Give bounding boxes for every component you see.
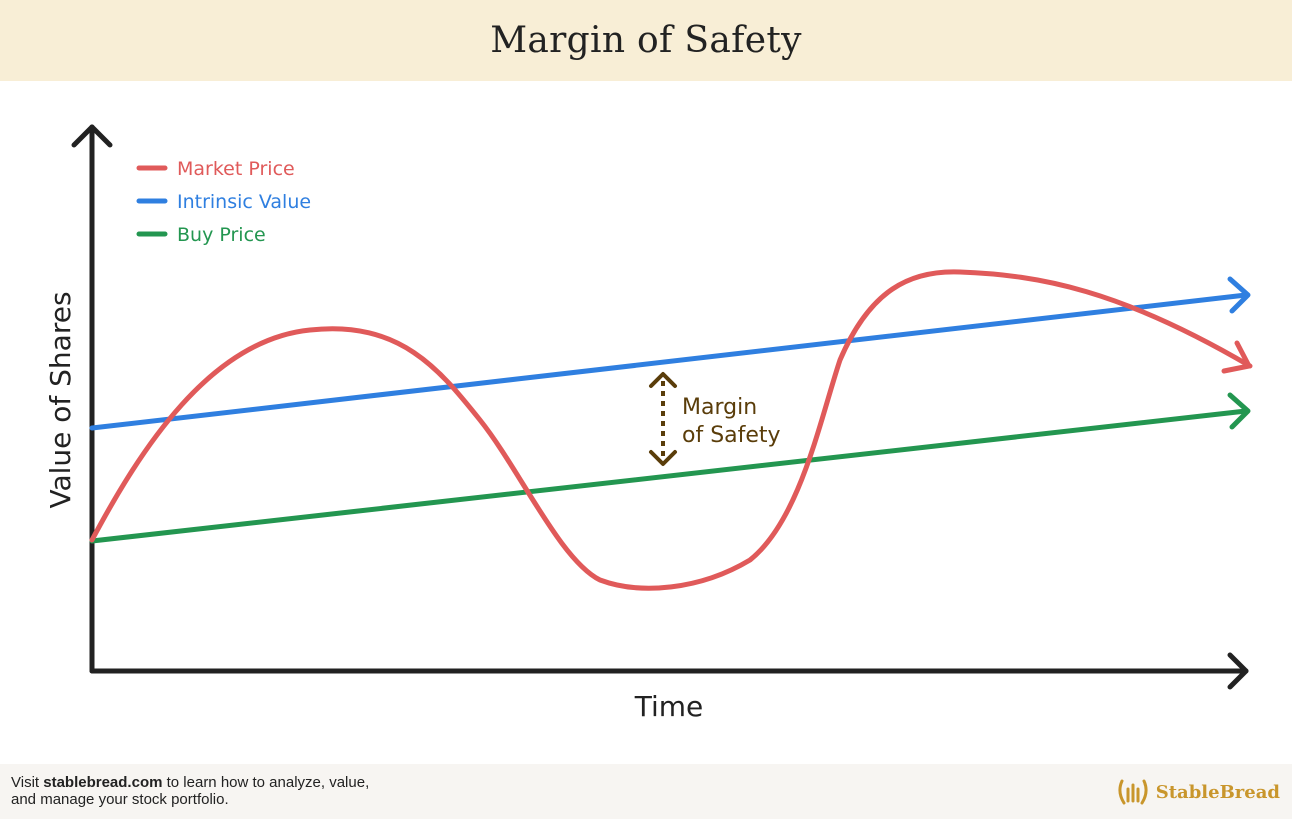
legend-label-market-price: Market Price xyxy=(177,158,295,180)
y-axis-label: Value of Shares xyxy=(44,291,77,508)
series-line-intrinsic-value xyxy=(89,292,1249,431)
footer-suffix: to learn how to analyze, value, xyxy=(162,774,370,791)
margin-arrow-top-head xyxy=(649,372,677,388)
legend-label-buy-price: Buy Price xyxy=(177,224,266,246)
series-line-market-price xyxy=(89,269,1253,591)
series-arrowhead-market-price xyxy=(1221,340,1252,374)
margin-of-safety-chart: Market Price Intrinsic Value Buy Price Mar… xyxy=(44,124,1253,723)
y-axis-arrowhead xyxy=(71,124,113,148)
series-arrowhead-intrinsic-value xyxy=(1227,276,1251,314)
x-axis-label: Time xyxy=(634,690,704,723)
margin-label-line2: of Safety xyxy=(682,423,781,448)
title-banner: Margin of Safety xyxy=(0,0,1292,81)
margin-label-line1: Margin xyxy=(682,395,757,420)
wheat-icon xyxy=(1118,779,1148,805)
margin-arrow-bottom-head xyxy=(649,450,677,466)
series-line-buy-price xyxy=(89,408,1249,544)
page-title: Margin of Safety xyxy=(490,20,802,61)
margin-of-safety-annotation: Margin of Safety xyxy=(649,372,781,466)
brand-name: StableBread xyxy=(1155,781,1280,803)
footer-line2: and manage your stock portfolio. xyxy=(11,791,229,808)
footer: Visit stablebread.com to learn how to an… xyxy=(0,764,1292,819)
x-axis-arrowhead xyxy=(1227,652,1249,690)
legend-label-intrinsic-value: Intrinsic Value xyxy=(177,191,311,213)
footer-prefix: Visit xyxy=(11,774,44,791)
series-arrowhead-buy-price xyxy=(1227,392,1251,430)
footer-link[interactable]: stablebread.com xyxy=(43,774,163,791)
brand-logo: StableBread xyxy=(1116,777,1280,807)
footer-text: Visit stablebread.com to learn how to an… xyxy=(11,774,369,808)
